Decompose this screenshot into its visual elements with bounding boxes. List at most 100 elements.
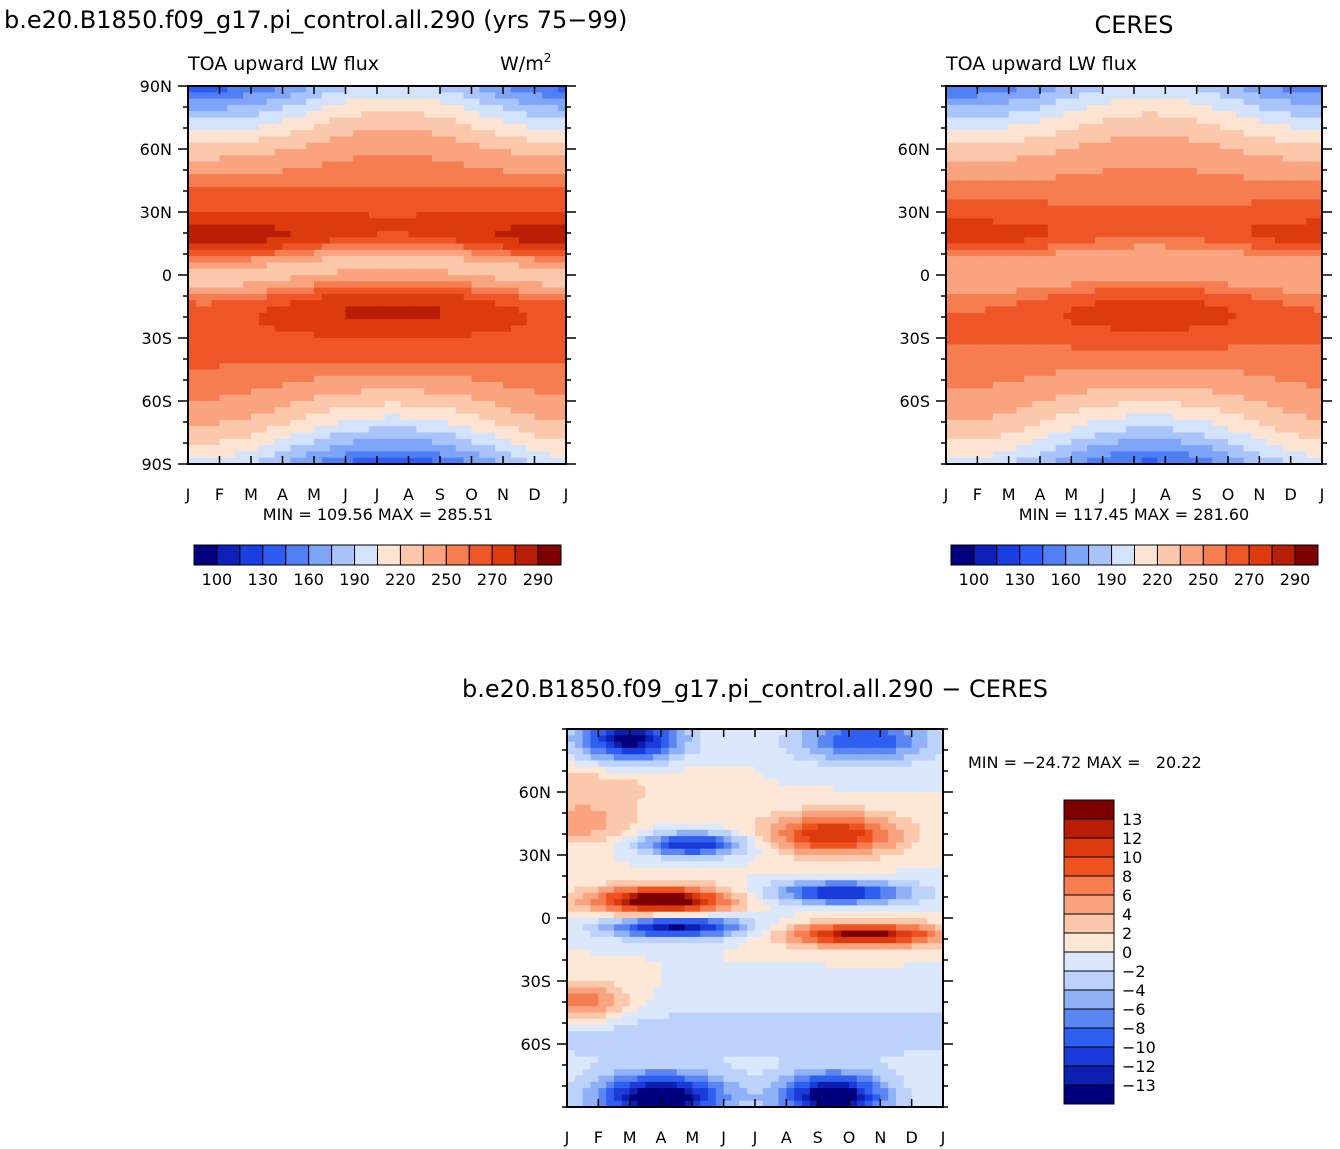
contour-cell: [1110, 306, 1119, 314]
contour-cell: [369, 356, 378, 364]
contour-cell: [1134, 186, 1143, 194]
contour-cell: [1141, 306, 1151, 314]
contour-cell: [961, 212, 971, 219]
contour-cell: [1102, 432, 1112, 440]
contour-cell: [243, 293, 252, 301]
contour-cell: [353, 388, 362, 396]
contour-cell: [526, 306, 536, 314]
contour-cell: [235, 457, 244, 464]
contour-cell: [558, 199, 566, 207]
contour-cell: [353, 319, 362, 326]
contour-cell: [447, 155, 457, 163]
contour-cell: [235, 401, 244, 408]
contour-cell: [510, 350, 520, 358]
contour-cell: [1196, 111, 1206, 119]
contour-cell: [369, 369, 378, 377]
contour-cell: [1102, 457, 1112, 464]
contour-cell: [282, 268, 291, 276]
contour-cell: [384, 356, 394, 364]
contour-cell: [1204, 111, 1213, 119]
contour-cell: [424, 193, 433, 200]
contour-cell: [961, 167, 971, 175]
contour-cell: [211, 167, 221, 175]
contour-cell: [1008, 167, 1018, 175]
contour-cell: [1016, 149, 1025, 156]
contour-cell: [1157, 457, 1166, 464]
contour-cell: [266, 155, 276, 163]
contour-cell: [258, 312, 268, 320]
contour-cell: [526, 426, 536, 434]
contour-cell: [1016, 193, 1025, 200]
contour-cell: [314, 117, 323, 125]
contour-cell: [1000, 186, 1010, 194]
contour-cell: [1079, 130, 1088, 137]
contour-cell: [298, 300, 307, 308]
contour-cell: [298, 218, 307, 226]
contour-cell: [495, 451, 504, 459]
contour-cell: [1188, 268, 1198, 276]
contour-cell: [1110, 331, 1119, 339]
contour-cell: [424, 407, 433, 415]
contour-cell: [361, 161, 370, 169]
contour-cell: [408, 111, 417, 119]
contour-cell: [1040, 104, 1049, 112]
contour-cell: [432, 312, 441, 320]
contour-cell: [503, 382, 512, 389]
contour-cell: [526, 256, 536, 263]
contour-cell: [424, 350, 433, 358]
contour-cell: [534, 199, 543, 207]
contour-cell: [274, 275, 284, 282]
contour-cell: [188, 375, 197, 383]
contour-cell: [361, 445, 370, 452]
contour-cell: [369, 212, 378, 219]
contour-cell: [1126, 363, 1135, 371]
contour-cell: [440, 293, 449, 301]
contour-cell: [526, 331, 536, 339]
contour-cell: [306, 375, 315, 383]
contour-cell: [534, 312, 543, 320]
contour-cell: [266, 438, 276, 446]
contour-cell: [1087, 174, 1096, 182]
contour-cell: [1079, 142, 1088, 150]
contour-cell: [1118, 319, 1127, 326]
contour-cell: [188, 167, 197, 175]
contour-cell: [1110, 256, 1119, 263]
contour-cell: [282, 407, 291, 415]
contour-cell: [266, 256, 276, 263]
contour-cell: [1149, 287, 1159, 295]
contour-cell: [377, 92, 386, 100]
contour-cell: [969, 111, 978, 119]
contour-cell: [1126, 149, 1135, 156]
contour-cell: [487, 388, 496, 396]
contour-cell: [1102, 142, 1112, 150]
contour-cell: [266, 224, 276, 232]
contour-cell: [526, 117, 536, 125]
contour-cell: [258, 319, 268, 326]
contour-cell: [1134, 312, 1143, 320]
contour-cell: [542, 306, 551, 314]
contour-cell: [353, 394, 362, 402]
contour-cell: [1063, 350, 1072, 358]
contour-cell: [321, 237, 331, 245]
contour-cell: [1071, 149, 1080, 156]
contour-cell: [1032, 388, 1041, 396]
contour-cell: [463, 451, 473, 459]
contour-cell: [993, 287, 1002, 295]
contour-cell: [1181, 130, 1190, 137]
contour-cell: [369, 155, 378, 163]
contour-cell: [408, 130, 417, 137]
contour-cell: [487, 161, 496, 169]
contour-cell: [487, 104, 496, 112]
contour-cell: [518, 413, 528, 421]
contour-cell: [219, 230, 228, 238]
contour-cell: [985, 256, 994, 263]
contour-cell: [1040, 426, 1049, 434]
contour-cell: [440, 350, 449, 358]
contour-cell: [1141, 438, 1151, 446]
contour-cell: [361, 382, 370, 389]
contour-cell: [392, 426, 402, 434]
contour-cell: [203, 256, 213, 263]
contour-cell: [282, 262, 291, 270]
contour-cell: [953, 224, 963, 232]
contour-cell: [1196, 293, 1206, 301]
